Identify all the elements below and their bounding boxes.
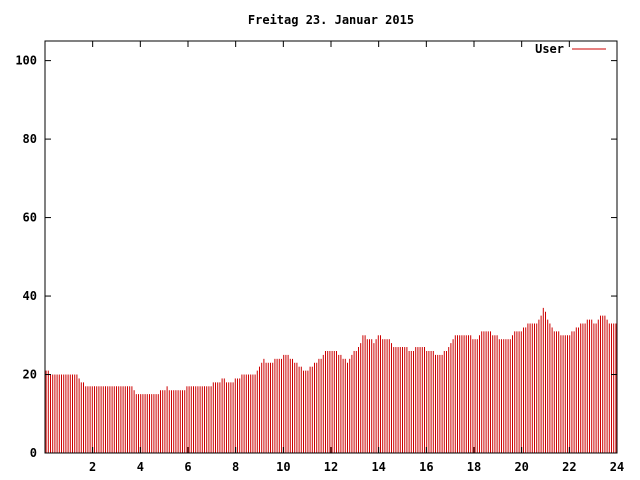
- y-tick-label: 0: [30, 446, 37, 460]
- x-tick-label: 18: [467, 460, 481, 474]
- x-tick-label: 24: [610, 460, 624, 474]
- x-tick-label: 10: [276, 460, 290, 474]
- x-tick-label: 4: [137, 460, 144, 474]
- bars-group: [45, 307, 617, 453]
- y-tick-label: 60: [23, 211, 37, 225]
- x-tick-label: 2: [89, 460, 96, 474]
- x-tick-label: 12: [324, 460, 338, 474]
- y-tick-label: 20: [23, 368, 37, 382]
- legend-label-user: User: [535, 42, 564, 56]
- legend: User: [535, 42, 606, 56]
- y-tick-label: 40: [23, 289, 37, 303]
- x-tick-label: 22: [562, 460, 576, 474]
- x-tick-label: 8: [232, 460, 239, 474]
- x-tick-label: 6: [184, 460, 191, 474]
- x-tick-label: 20: [514, 460, 528, 474]
- x-tick-label: 16: [419, 460, 433, 474]
- y-tick-label: 80: [23, 132, 37, 146]
- y-tick-label: 100: [15, 54, 37, 68]
- plot-frame: [44, 40, 618, 454]
- x-tick-label: 14: [371, 460, 385, 474]
- chart-title: Freitag 23. Januar 2015: [248, 13, 414, 27]
